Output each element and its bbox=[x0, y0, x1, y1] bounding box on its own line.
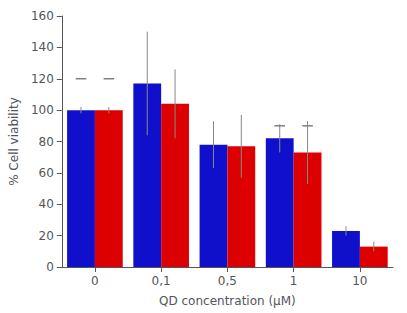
svg-text:0,5: 0,5 bbox=[218, 274, 237, 288]
svg-text:QD concentration (μM): QD concentration (μM) bbox=[159, 294, 296, 308]
svg-text:0: 0 bbox=[91, 274, 99, 288]
svg-text:1: 1 bbox=[290, 274, 298, 288]
svg-text:140: 140 bbox=[31, 40, 54, 54]
svg-text:% Cell viability: % Cell viability bbox=[7, 97, 21, 186]
svg-text:80: 80 bbox=[39, 135, 54, 149]
svg-text:0: 0 bbox=[46, 260, 54, 274]
svg-text:100: 100 bbox=[31, 103, 54, 117]
svg-text:120: 120 bbox=[31, 72, 54, 86]
svg-text:0,1: 0,1 bbox=[152, 274, 171, 288]
svg-text:40: 40 bbox=[39, 197, 54, 211]
svg-text:60: 60 bbox=[39, 166, 54, 180]
svg-text:160: 160 bbox=[31, 9, 54, 23]
svg-text:10: 10 bbox=[352, 274, 367, 288]
svg-text:20: 20 bbox=[39, 229, 54, 243]
